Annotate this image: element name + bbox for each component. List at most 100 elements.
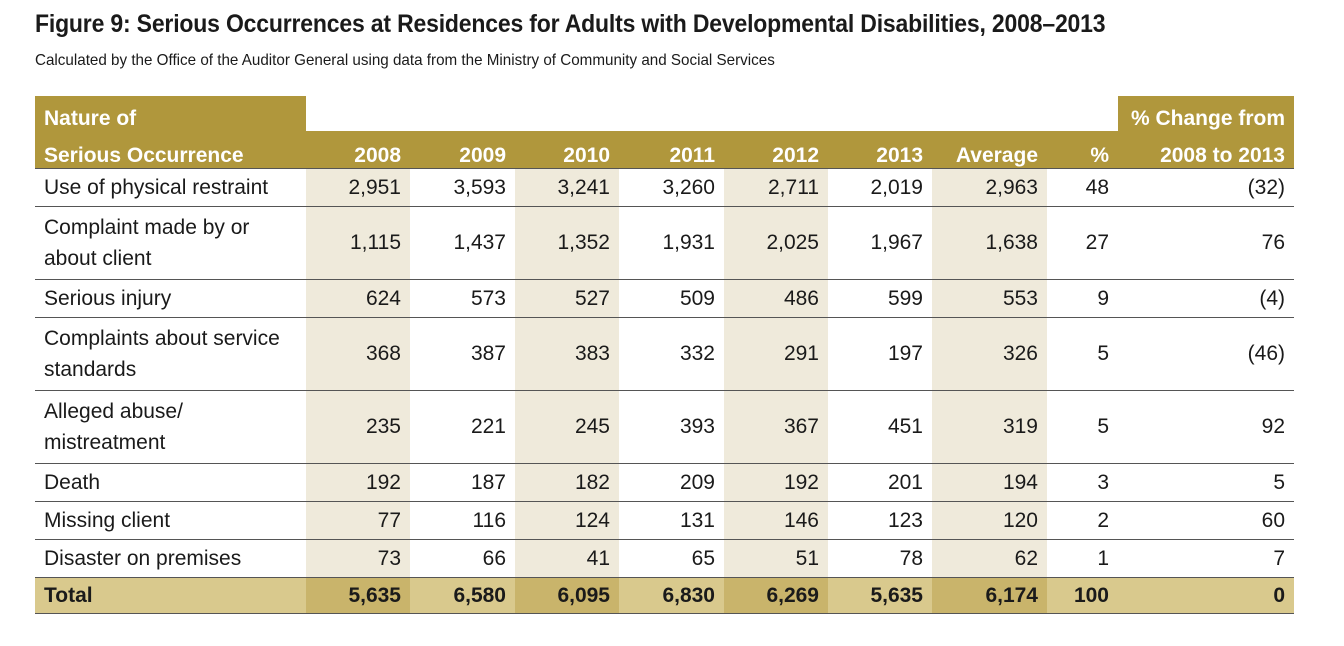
table-cell: 92 (1118, 390, 1294, 464)
header-change-line2: 2008 to 2013 (1118, 131, 1294, 169)
table-cell: 7 (1118, 539, 1294, 578)
table-cell: 326 (932, 317, 1047, 391)
table-cell: 332 (619, 317, 724, 391)
table-cell: 209 (619, 463, 724, 502)
total-cell: 100 (1047, 577, 1118, 614)
table-cell: 201 (828, 463, 932, 502)
table-cell: 2,711 (724, 168, 828, 207)
table-cell: 1,352 (515, 206, 619, 280)
table-cell: 123 (828, 501, 932, 540)
total-cell: 6,580 (410, 577, 515, 614)
table-cell: 62 (932, 539, 1047, 578)
row-label: Use of physical restraint (35, 168, 306, 207)
table-cell: 221 (410, 390, 515, 464)
table-cell: 78 (828, 539, 932, 578)
table-cell: 235 (306, 390, 410, 464)
table-row: Complaint made by or about client 1,115 … (35, 206, 1294, 280)
column-header: Average (932, 131, 1047, 169)
table-cell: 2,025 (724, 206, 828, 280)
column-header: 2012 (724, 131, 828, 169)
table-row: Missing client 77 116 124 131 146 123 12… (35, 501, 1294, 540)
table-cell: 3,260 (619, 168, 724, 207)
table-cell: 192 (724, 463, 828, 502)
table-cell: (46) (1118, 317, 1294, 391)
table-cell: 573 (410, 279, 515, 318)
table-cell: 368 (306, 317, 410, 391)
table-cell: (4) (1118, 279, 1294, 318)
total-cell: 5,635 (828, 577, 932, 614)
table-cell: 486 (724, 279, 828, 318)
table-row: Disaster on premises 73 66 41 65 51 78 6… (35, 539, 1294, 578)
header-label-line1: Nature of (35, 96, 306, 131)
table-cell: 451 (828, 390, 932, 464)
table-cell: 116 (410, 501, 515, 540)
row-label: Disaster on premises (35, 539, 306, 578)
table-cell: 51 (724, 539, 828, 578)
total-cell: 6,830 (619, 577, 724, 614)
figure-subtitle: Calculated by the Office of the Auditor … (35, 52, 775, 69)
column-header: 2011 (619, 131, 724, 169)
table-cell: 9 (1047, 279, 1118, 318)
table-cell: 2,951 (306, 168, 410, 207)
table-cell: 66 (410, 539, 515, 578)
column-header: 2013 (828, 131, 932, 169)
table-cell: 367 (724, 390, 828, 464)
table-row: Alleged abuse/ mistreatment 235 221 245 … (35, 390, 1294, 464)
table-cell: 65 (619, 539, 724, 578)
table-cell: 245 (515, 390, 619, 464)
table-cell: 527 (515, 279, 619, 318)
table-cell: 77 (306, 501, 410, 540)
total-cell: 5,635 (306, 577, 410, 614)
row-label: Serious injury (35, 279, 306, 318)
table-cell: 393 (619, 390, 724, 464)
table-cell: 509 (619, 279, 724, 318)
table-cell: 2,963 (932, 168, 1047, 207)
table-row: Use of physical restraint 2,951 3,593 3,… (35, 168, 1294, 207)
table-cell: 599 (828, 279, 932, 318)
header-label-line2: Serious Occurrence (35, 131, 306, 169)
row-label: Death (35, 463, 306, 502)
table-cell: 2,019 (828, 168, 932, 207)
table-cell: 124 (515, 501, 619, 540)
table-cell: 383 (515, 317, 619, 391)
table-cell: 291 (724, 317, 828, 391)
table-cell: 197 (828, 317, 932, 391)
table-cell: 624 (306, 279, 410, 318)
row-label: Missing client (35, 501, 306, 540)
table-cell: 146 (724, 501, 828, 540)
column-header: 2008 (306, 131, 410, 169)
total-cell: 6,174 (932, 577, 1047, 614)
row-label: Complaints about service standards (35, 317, 306, 391)
table-cell: 3,241 (515, 168, 619, 207)
total-cell: 6,269 (724, 577, 828, 614)
table-cell: 48 (1047, 168, 1118, 207)
table-cell: 27 (1047, 206, 1118, 280)
table-cell: 553 (932, 279, 1047, 318)
table-cell: 387 (410, 317, 515, 391)
table-cell: 73 (306, 539, 410, 578)
occurrences-table: Nature of % Change from Serious Occurren… (35, 96, 1294, 614)
header-spacer (306, 96, 1118, 131)
table-cell: 1,931 (619, 206, 724, 280)
table-cell: 5 (1047, 317, 1118, 391)
table-cell: 1,967 (828, 206, 932, 280)
table-cell: (32) (1118, 168, 1294, 207)
table-row: Complaints about service standards 368 3… (35, 317, 1294, 391)
table-cell: 1,638 (932, 206, 1047, 280)
total-label: Total (35, 577, 306, 614)
table-cell: 182 (515, 463, 619, 502)
table-cell: 5 (1047, 390, 1118, 464)
table-cell: 60 (1118, 501, 1294, 540)
table-cell: 3,593 (410, 168, 515, 207)
table-cell: 1,437 (410, 206, 515, 280)
column-header: % (1047, 131, 1118, 169)
table-cell: 194 (932, 463, 1047, 502)
row-label: Alleged abuse/ mistreatment (35, 390, 306, 464)
table-cell: 1,115 (306, 206, 410, 280)
table-cell: 3 (1047, 463, 1118, 502)
total-row: Total 5,635 6,580 6,095 6,830 6,269 5,63… (35, 577, 1294, 614)
table-cell: 41 (515, 539, 619, 578)
table-cell: 5 (1118, 463, 1294, 502)
table-cell: 76 (1118, 206, 1294, 280)
